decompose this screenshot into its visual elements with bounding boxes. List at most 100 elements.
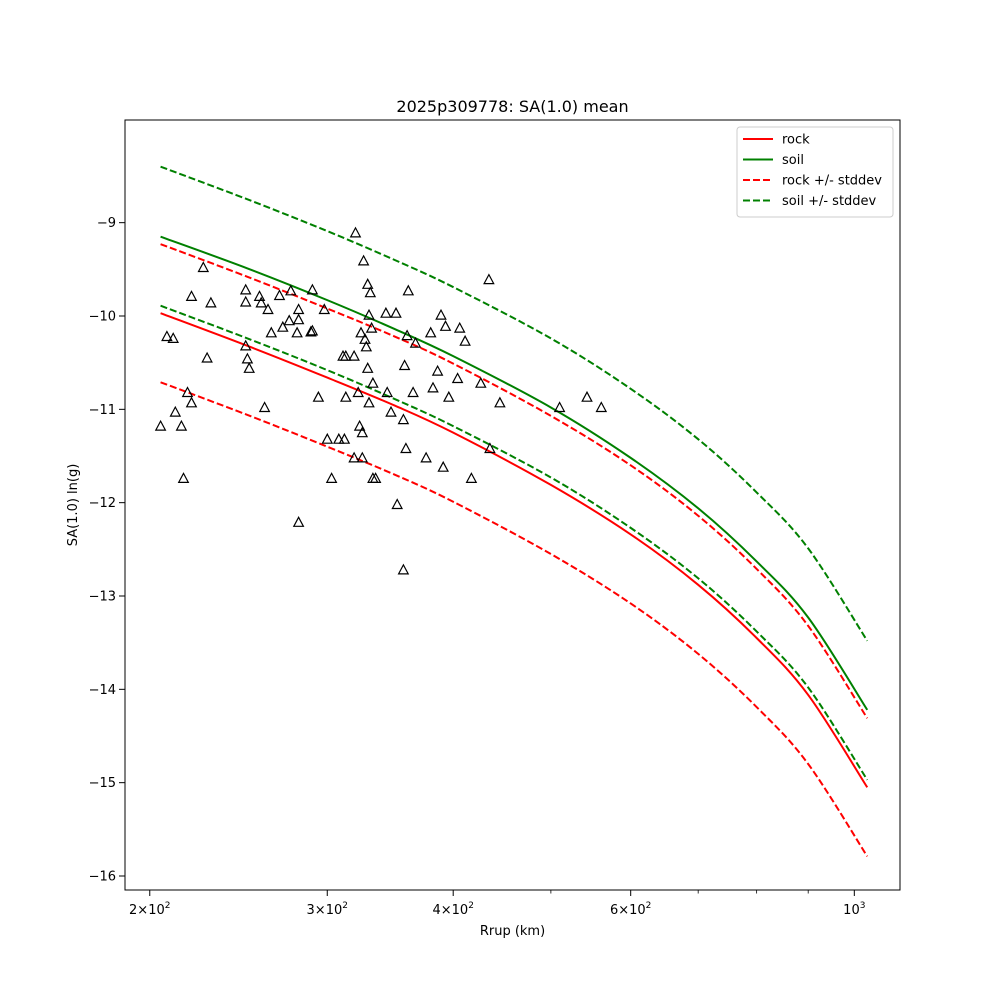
observation-point-25 bbox=[283, 314, 295, 326]
series-line-6 bbox=[160, 304, 869, 781]
observation-point-5 bbox=[175, 419, 188, 431]
observation-point-88 bbox=[484, 442, 496, 454]
x-axis: 2×102 3×102 4×102 6×102 103 bbox=[129, 890, 865, 918]
y-tick-label-5: −13 bbox=[89, 590, 116, 605]
series-layer bbox=[160, 165, 869, 857]
series-line-4 bbox=[160, 381, 869, 857]
observation-point-30 bbox=[292, 516, 305, 527]
observation-point-45 bbox=[349, 226, 362, 238]
legend: rock soil rock +/- stddev soil +/- stddev bbox=[736, 126, 894, 218]
observation-point-24 bbox=[277, 320, 289, 332]
observation-point-72 bbox=[407, 386, 419, 398]
observation-point-60 bbox=[367, 376, 379, 388]
observation-point-31 bbox=[305, 325, 317, 337]
observation-point-56 bbox=[363, 308, 375, 320]
observation-point-18 bbox=[253, 290, 266, 301]
observation-point-85 bbox=[465, 472, 478, 483]
observation-point-14 bbox=[239, 295, 252, 307]
observation-point-63 bbox=[380, 306, 392, 318]
observation-point-8 bbox=[185, 290, 198, 301]
observation-point-67 bbox=[397, 413, 410, 425]
observation-point-49 bbox=[356, 426, 369, 438]
observation-point-86 bbox=[475, 376, 487, 388]
chart-title: 2025p309778: SA(1.0) mean bbox=[396, 97, 628, 116]
observation-point-13 bbox=[239, 283, 252, 295]
observation-point-6 bbox=[177, 472, 190, 483]
y-tick-label-1: −9 bbox=[97, 216, 116, 231]
observation-point-44 bbox=[348, 451, 360, 463]
observation-point-53 bbox=[360, 340, 373, 352]
observation-point-1 bbox=[154, 419, 167, 431]
y-tick-label-6: −14 bbox=[89, 683, 116, 698]
observation-point-43 bbox=[348, 349, 360, 361]
x-tick-label-2: 3×102 bbox=[307, 901, 348, 918]
observation-point-2 bbox=[161, 330, 173, 342]
observation-point-70 bbox=[401, 329, 413, 341]
y-tick-label-3: −11 bbox=[89, 403, 116, 418]
y-axis: −9 −10 −11 −12 −13 −14 −15 −16 bbox=[89, 216, 125, 885]
observation-point-16 bbox=[241, 352, 254, 364]
y-tick-label-8: −16 bbox=[89, 870, 116, 885]
observation-point-27 bbox=[291, 326, 303, 338]
observation-point-66 bbox=[390, 306, 402, 318]
observation-point-73 bbox=[409, 336, 422, 348]
observation-point-33 bbox=[306, 283, 319, 295]
observation-point-12 bbox=[205, 296, 217, 308]
observation-point-10 bbox=[197, 261, 210, 273]
observation-point-37 bbox=[325, 472, 338, 483]
observation-point-36 bbox=[321, 432, 334, 444]
observation-point-20 bbox=[258, 401, 271, 413]
observation-point-19 bbox=[255, 296, 267, 308]
observation-point-75 bbox=[424, 326, 437, 338]
y-tick-label-2: −10 bbox=[89, 310, 116, 325]
observation-point-76 bbox=[427, 381, 439, 393]
observation-point-82 bbox=[451, 372, 464, 384]
observation-point-35 bbox=[318, 303, 331, 315]
observation-point-3 bbox=[167, 332, 180, 343]
observation-points bbox=[154, 226, 608, 575]
observation-point-38 bbox=[333, 432, 345, 444]
observation-point-68 bbox=[398, 359, 411, 371]
x-tick-label-1: 2×102 bbox=[129, 901, 170, 918]
legend-label-4: soil +/- stddev bbox=[782, 194, 877, 209]
observation-point-84 bbox=[459, 334, 471, 346]
observation-point-42 bbox=[340, 390, 352, 402]
plot-frame bbox=[124, 119, 901, 891]
observation-point-17 bbox=[243, 362, 256, 373]
series-line-2 bbox=[160, 235, 869, 711]
observation-point-41 bbox=[340, 349, 352, 361]
legend-label-2: soil bbox=[782, 153, 804, 168]
observation-point-32 bbox=[306, 324, 319, 336]
observation-point-40 bbox=[338, 432, 351, 444]
observation-point-57 bbox=[363, 396, 375, 408]
observation-point-23 bbox=[273, 289, 286, 301]
observation-point-79 bbox=[437, 460, 449, 472]
observation-point-64 bbox=[381, 386, 393, 398]
observation-point-92 bbox=[595, 401, 608, 413]
observation-point-59 bbox=[365, 321, 378, 333]
observation-point-21 bbox=[262, 303, 274, 315]
observation-point-51 bbox=[357, 254, 370, 266]
observation-point-7 bbox=[181, 386, 194, 398]
legend-label-1: rock bbox=[782, 133, 810, 148]
observation-point-74 bbox=[420, 451, 432, 463]
observation-point-65 bbox=[385, 405, 397, 417]
observation-point-28 bbox=[292, 303, 305, 315]
observation-point-54 bbox=[361, 278, 374, 289]
observation-point-4 bbox=[169, 405, 182, 417]
observation-point-77 bbox=[431, 364, 444, 376]
observation-point-87 bbox=[483, 273, 495, 285]
observation-point-9 bbox=[185, 396, 198, 408]
y-tick-label-7: −15 bbox=[89, 776, 116, 791]
legend-box bbox=[736, 126, 894, 218]
x-tick-label-4: 6×102 bbox=[610, 901, 651, 918]
legend-label-3: rock +/- stddev bbox=[782, 174, 882, 189]
observation-point-58 bbox=[364, 286, 377, 298]
observation-point-48 bbox=[355, 326, 367, 338]
observation-point-90 bbox=[553, 401, 566, 413]
observation-point-22 bbox=[265, 326, 278, 338]
x-axis-label: Rrup (km) bbox=[480, 924, 545, 939]
x-tick-label-5: 103 bbox=[843, 901, 865, 918]
observation-point-29 bbox=[292, 313, 305, 325]
observation-point-91 bbox=[581, 390, 593, 402]
